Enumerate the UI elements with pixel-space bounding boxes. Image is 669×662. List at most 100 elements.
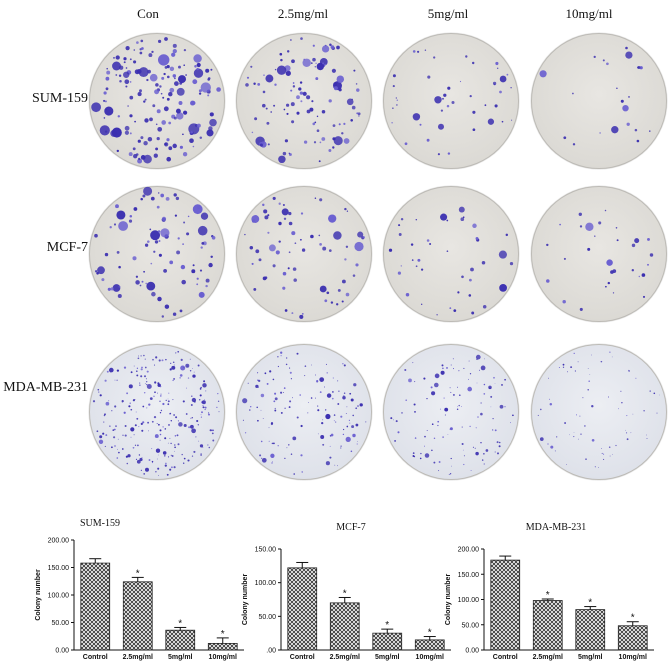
colony-dot: [152, 358, 154, 361]
colony-dot: [189, 138, 194, 144]
colony-dot: [207, 94, 210, 97]
colony-dot: [141, 457, 143, 458]
colony-dot: [172, 43, 177, 48]
colony-dot: [107, 287, 111, 291]
colony-dot: [312, 44, 315, 47]
colony-dot: [173, 377, 176, 380]
colony-dot: [301, 471, 303, 473]
colony-dot: [183, 457, 186, 460]
colony-dot: [653, 392, 656, 395]
colony-dot: [306, 109, 311, 114]
y-tick-label: 50.00: [461, 622, 479, 629]
colony-dot: [104, 100, 107, 103]
colony-dot: [449, 307, 452, 309]
colony-dot: [577, 361, 579, 363]
colony-dot: [170, 419, 173, 422]
colony-dot: [618, 408, 619, 410]
colony-dot: [288, 211, 292, 216]
colony-dot: [254, 117, 258, 121]
colony-dot: [458, 404, 460, 407]
colony-dot: [162, 402, 165, 406]
colony-dot: [433, 461, 436, 464]
colony-dot: [358, 115, 360, 117]
colony-dot: [157, 126, 163, 132]
colony-dot: [289, 400, 292, 403]
colony-dot: [272, 264, 276, 268]
colony-dot: [181, 279, 186, 285]
colony-dot: [117, 448, 118, 450]
colony-dot: [198, 89, 202, 93]
colony-dot: [169, 437, 171, 439]
y-tick-label: 100.00: [48, 593, 70, 600]
y-axis-label: Colony number: [242, 574, 249, 626]
colony-dot: [267, 143, 270, 146]
colony-dot: [209, 429, 212, 432]
colony-dot: [603, 453, 605, 455]
colony-dot: [572, 92, 574, 95]
colony-dot: [442, 97, 444, 100]
colony-dot: [485, 449, 489, 452]
colony-dot: [273, 400, 276, 403]
colony-dot: [196, 419, 199, 423]
colony-dot: [115, 204, 119, 209]
colony-dot: [643, 410, 645, 412]
colony-dot: [283, 217, 287, 220]
colony-dot: [477, 416, 479, 418]
colony-dot: [167, 442, 169, 444]
colony-dot: [179, 81, 183, 85]
colony-dot: [316, 115, 319, 118]
colony-dot: [137, 444, 139, 447]
colony-dot: [283, 108, 286, 111]
colony-dot: [138, 426, 140, 428]
colony-dot: [176, 112, 184, 120]
colony-dot: [331, 397, 334, 400]
colony-dot: [154, 434, 159, 439]
colony-dot: [158, 253, 162, 257]
colony-dot: [447, 86, 451, 90]
colony-dot: [310, 397, 313, 399]
colony-dot: [341, 279, 346, 284]
colony-dot: [563, 257, 566, 260]
colony-dot: [99, 125, 110, 136]
colony-dot: [265, 107, 268, 110]
colony-dot: [495, 61, 499, 66]
category-label: 10mg/ml: [619, 654, 647, 661]
colony-dot: [124, 125, 130, 131]
colony-dot: [177, 443, 180, 446]
colony-dot: [144, 383, 146, 385]
colony-dot: [216, 87, 221, 92]
colony-dot: [105, 76, 110, 81]
colony-dot: [284, 309, 288, 312]
colony-dot: [148, 459, 151, 461]
colony-dot: [270, 422, 274, 425]
colony-dot: [357, 405, 359, 407]
colony-dot: [484, 358, 485, 360]
colony-dot: [262, 203, 265, 207]
colony-dot: [343, 392, 346, 394]
colony-dot: [421, 303, 423, 305]
colony-dot: [113, 57, 115, 59]
colony-dot: [314, 197, 317, 200]
colony-dot: [262, 103, 266, 108]
colony-dot: [548, 398, 551, 400]
colony-dot: [251, 131, 254, 134]
colony-dot: [272, 196, 276, 200]
colony-dot: [286, 103, 290, 107]
colony-dot: [446, 366, 448, 369]
colony-dot: [153, 364, 156, 366]
colony-dot: [113, 223, 117, 226]
colony-dot: [146, 384, 148, 386]
colony-dot: [625, 51, 633, 59]
colony-dot: [606, 259, 613, 266]
colony-dot: [314, 121, 317, 124]
colony-dot: [556, 436, 558, 438]
colony-dot: [178, 422, 183, 427]
colony-dot: [636, 139, 640, 143]
colony-dot: [302, 58, 311, 68]
colony-dot: [151, 50, 154, 54]
colony-dot: [169, 368, 172, 371]
colony-dot: [322, 65, 325, 68]
colony-dot: [575, 414, 578, 416]
colony-dot: [108, 367, 114, 373]
colony-dot: [191, 455, 194, 457]
